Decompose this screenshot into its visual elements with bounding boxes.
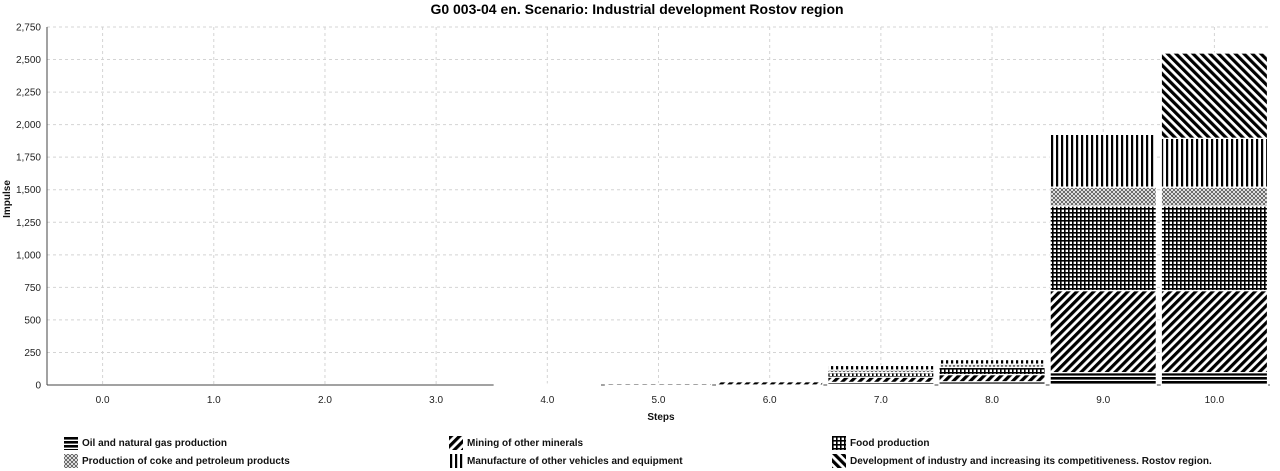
legend-item: Production of coke and petroleum product… <box>64 453 290 469</box>
legend-label: Manufacture of other vehicles and equipm… <box>467 455 683 467</box>
y-tick-label: 1,500 <box>16 185 41 196</box>
x-tick-label: 0.0 <box>96 395 110 406</box>
chart-title: G0 003-04 en. Scenario: Industrial devel… <box>430 1 843 17</box>
bar-segment-diag-fwd <box>715 381 824 386</box>
y-tick-label: 1,750 <box>16 153 41 164</box>
bar-segment-diag-fwd <box>938 373 1046 383</box>
bar-segment-vlines <box>827 364 935 371</box>
bar-segment-diag-fwd <box>1160 290 1269 374</box>
bar-segment-grid <box>827 372 935 378</box>
legend-swatch <box>832 436 846 450</box>
y-tick-label: 1,000 <box>16 250 41 261</box>
legend-item: Food production <box>832 435 929 451</box>
y-tick-label: 2,750 <box>16 23 41 34</box>
legend-item: Mining of other minerals <box>449 435 583 451</box>
x-tick-label: 2.0 <box>318 395 332 406</box>
legend-swatch <box>832 454 846 468</box>
x-tick-label: 8.0 <box>985 395 999 406</box>
legend-item: Oil and natural gas production <box>64 435 227 451</box>
legend-item: Development of industry and increasing i… <box>832 453 1212 469</box>
legend-swatch <box>449 454 463 468</box>
x-tick-label: 1.0 <box>207 395 221 406</box>
legend-swatch <box>64 436 78 450</box>
x-tick-label: 7.0 <box>874 395 888 406</box>
bar-segment-diag-fwd <box>493 383 602 386</box>
bar-segment-vlines <box>1049 133 1157 188</box>
legend-label: Mining of other minerals <box>467 437 584 449</box>
bar-segment-grid <box>1049 205 1157 292</box>
x-tick-label: 6.0 <box>763 395 777 406</box>
bars <box>493 52 1269 386</box>
x-axis: 0.0 1.0 2.0 3.0 4.0 5.0 6.0 7.0 8.0 9.0 10.0 <box>47 384 1270 406</box>
bar-segment-diag-fwd <box>827 376 935 383</box>
legend-label: Oil and natural gas production <box>82 437 228 449</box>
legend: Oil and natural gas production Mining of … <box>0 435 1280 471</box>
y-tick-label: 250 <box>24 348 41 359</box>
bar-segment-diag-fwd <box>604 382 713 386</box>
legend-label: Production of coke and petroleum product… <box>82 455 290 467</box>
x-tick-label: 4.0 <box>540 395 554 406</box>
y-axis-label: Impulse <box>2 180 13 218</box>
x-tick-label: 9.0 <box>1096 395 1110 406</box>
bar-segment-diag-back <box>1160 52 1269 139</box>
bar-segment-crosshatch <box>1160 186 1269 207</box>
legend-label: Development of industry and increasing i… <box>850 455 1212 467</box>
y-tick-label: 0 <box>35 381 41 392</box>
bar-segment-grid <box>938 366 1046 376</box>
bar-segment-hlines <box>1049 372 1157 386</box>
x-tick-label: 5.0 <box>652 395 666 406</box>
x-tick-label: 10.0 <box>1205 395 1225 406</box>
x-tick-label: 3.0 <box>429 395 443 406</box>
bar-segment-grid <box>1160 205 1269 292</box>
legend-label: Food production <box>850 437 930 449</box>
y-tick-label: 1,250 <box>16 218 41 229</box>
legend-swatch <box>64 454 78 468</box>
legend-swatch <box>449 436 463 450</box>
legend-item: Manufacture of other vehicles and equipm… <box>449 453 683 469</box>
y-tick-label: 2,500 <box>16 55 41 66</box>
x-axis-label: Steps <box>647 412 675 423</box>
bar-segment-crosshatch <box>1049 186 1157 207</box>
bar-segment-hlines <box>1160 372 1269 386</box>
y-tick-label: 750 <box>24 283 41 294</box>
y-tick-label: 2,250 <box>16 88 41 99</box>
y-axis: 0 250 500 750 1,000 1,250 1,500 1,750 2,000 2,250… <box>16 23 48 392</box>
bar-segment-vlines <box>1160 137 1269 188</box>
bar-segment-diag-fwd <box>1049 290 1157 374</box>
bar-segment-vlines <box>938 359 1046 365</box>
y-tick-label: 500 <box>24 315 41 326</box>
y-tick-label: 2,000 <box>16 120 41 131</box>
